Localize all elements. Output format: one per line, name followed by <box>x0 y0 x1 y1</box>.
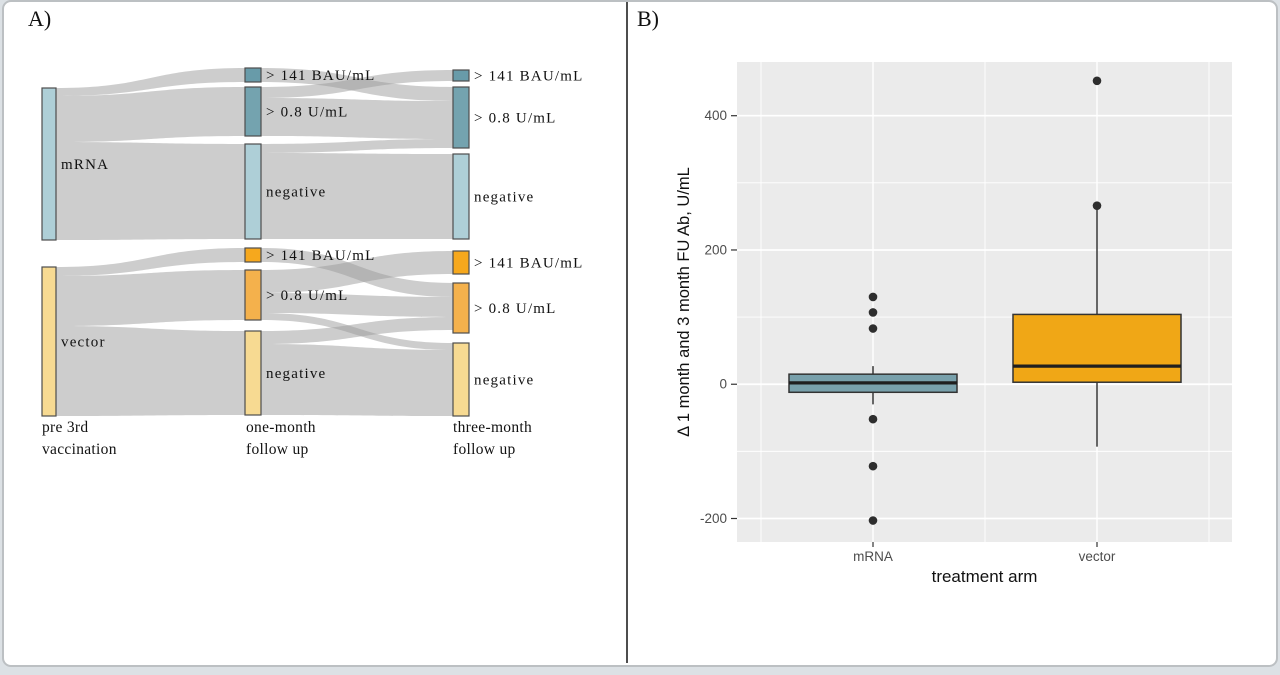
sankey-node-label: > 141 BAU/mL <box>266 248 376 264</box>
stage-label: follow up <box>453 441 516 458</box>
sankey-flow <box>261 98 453 139</box>
stage-label: vaccination <box>42 441 117 458</box>
y-axis-title: Δ 1 month and 3 month FU Ab, U/mL <box>675 167 693 437</box>
sankey-node-label: negative <box>474 190 534 206</box>
sankey-node-label: > 0.8 U/mL <box>266 105 349 121</box>
sankey-node-label: negative <box>266 185 326 201</box>
panel-divider <box>626 2 628 663</box>
sankey-node <box>244 143 262 240</box>
sankey-nodes: mRNA vector > 141 BAU/mL > 0.8 U/mL negative… <box>41 67 584 417</box>
sankey-node <box>41 266 57 417</box>
x-axis-title: treatment arm <box>932 567 1038 586</box>
sankey-flow <box>261 317 453 344</box>
sankey-flow <box>56 248 245 276</box>
stage-label: three-month <box>453 419 532 436</box>
y-tick-label: -200 <box>700 511 727 526</box>
y-tick-label: 400 <box>704 108 727 123</box>
boxplot-chart: -200 0 200 400 mRNA vector treatment arm Δ 1 mo… <box>675 62 1232 586</box>
gridlines <box>737 62 1232 542</box>
panel-a-label: A) <box>28 6 52 31</box>
sankey-flow <box>261 70 453 98</box>
sankey-node-label: mRNA <box>61 157 109 173</box>
box-mRNA <box>788 292 958 525</box>
sankey-node-label: negative <box>266 366 326 382</box>
sankey-node <box>452 86 470 149</box>
sankey-node <box>244 67 262 83</box>
sankey-flow <box>261 139 453 153</box>
sankey-flow <box>56 142 245 240</box>
sankey-node <box>452 69 470 82</box>
sankey-flow <box>261 293 453 317</box>
sankey-node-label: vector <box>61 335 106 351</box>
outlier-dot <box>868 461 878 471</box>
box <box>1012 313 1182 383</box>
sankey-node <box>452 250 470 275</box>
sankey-node-label: > 0.8 U/mL <box>474 301 557 317</box>
outlier-dot <box>868 324 878 333</box>
sankey-node-label: > 0.8 U/mL <box>266 288 349 304</box>
sankey-node-label: > 141 BAU/mL <box>266 68 376 84</box>
sankey-flow <box>56 270 245 326</box>
outlier-dot <box>1092 76 1102 86</box>
sankey-node <box>244 330 262 416</box>
sankey-diagram: mRNA vector > 141 BAU/mL > 0.8 U/mL negative… <box>41 67 584 458</box>
sankey-node-label: > 141 BAU/mL <box>474 256 584 272</box>
sankey-node <box>41 87 57 241</box>
sankey-node-label: negative <box>474 373 534 389</box>
sankey-flow <box>56 326 245 416</box>
sankey-stage-labels: pre 3rd vaccination one-month follow up thre… <box>42 419 532 458</box>
x-tick-label: vector <box>1079 549 1116 564</box>
sankey-node <box>452 342 470 417</box>
outlier-dot <box>868 308 878 317</box>
stage-label: one-month <box>246 419 316 436</box>
sankey-flow <box>261 251 453 293</box>
stage-label: pre 3rd <box>42 419 88 436</box>
sankey-node <box>244 269 262 321</box>
panel-b-label: B) <box>637 6 659 31</box>
sankey-node <box>452 282 470 334</box>
outlier-dot <box>868 516 878 525</box>
sankey-node <box>244 86 262 137</box>
sankey-node-label: > 0.8 U/mL <box>474 111 557 127</box>
sankey-flow <box>261 344 453 416</box>
sankey-node <box>244 247 262 263</box>
box-vector <box>1012 76 1182 447</box>
y-tick-label: 200 <box>704 242 727 257</box>
sankey-node <box>452 153 470 240</box>
x-tick-label: mRNA <box>853 549 893 564</box>
outlier-dot <box>868 414 878 424</box>
boxplot-panel <box>737 62 1232 542</box>
axes: -200 0 200 400 mRNA vector treatment arm Δ 1 mo… <box>675 108 1116 586</box>
sankey-node-label: > 141 BAU/mL <box>474 69 584 85</box>
stage-label: follow up <box>246 441 309 458</box>
outlier-dot <box>868 292 878 302</box>
sankey-flow <box>56 68 245 96</box>
sankey-flows <box>56 68 453 416</box>
outlier-dot <box>1092 201 1102 210</box>
sankey-flow <box>56 87 245 142</box>
y-tick-label: 0 <box>719 377 727 392</box>
sankey-flow <box>261 153 453 239</box>
